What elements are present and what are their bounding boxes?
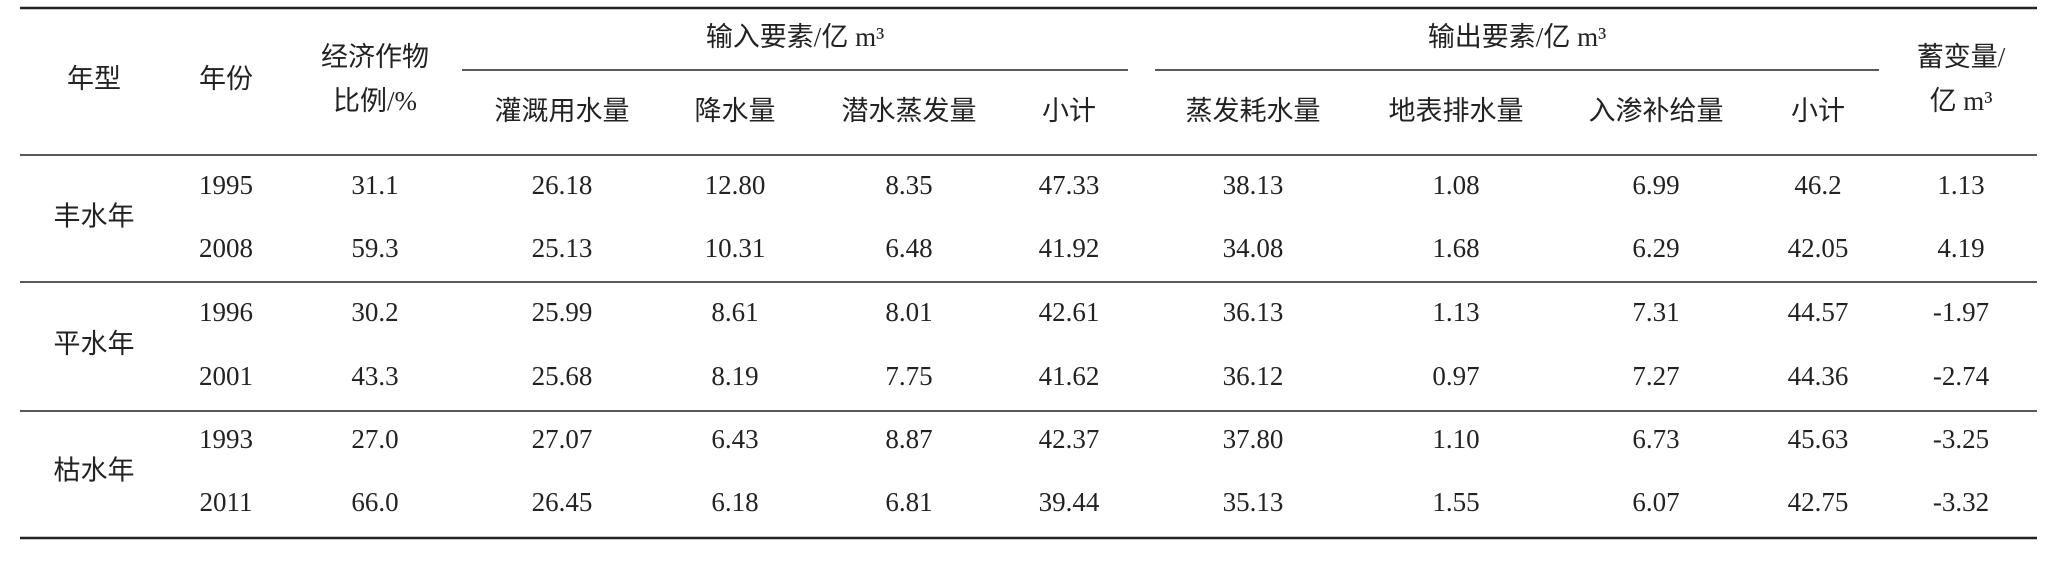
header-cell: 经济作物	[321, 42, 429, 72]
cell: 46.2	[1794, 170, 1841, 200]
cell: 25.13	[532, 233, 593, 263]
header-cell: 年份	[199, 64, 253, 94]
cell: 8.61	[711, 297, 758, 327]
cell: 7.75	[885, 361, 932, 391]
header-cell: 蒸发耗水量	[1186, 96, 1321, 126]
header-cell: 降水量	[695, 96, 776, 126]
cell: 10.31	[705, 233, 766, 263]
cell: 1.10	[1432, 424, 1479, 454]
cell: 47.33	[1039, 170, 1100, 200]
cell: 26.18	[532, 170, 593, 200]
cell: -3.32	[1933, 487, 1989, 517]
cell: 27.0	[351, 424, 398, 454]
cell: 4.19	[1937, 233, 1984, 263]
cell: 12.80	[705, 170, 766, 200]
cell: 42.05	[1788, 233, 1849, 263]
cell: 38.13	[1223, 170, 1284, 200]
cell: 36.12	[1223, 361, 1284, 391]
header-cell: 亿 m³	[1930, 86, 1993, 116]
cell: 6.29	[1632, 233, 1679, 263]
cell: 8.35	[885, 170, 932, 200]
cell: 37.80	[1223, 424, 1284, 454]
cell: 25.99	[532, 297, 593, 327]
header-cell: 地表排水量	[1389, 96, 1524, 126]
cell: 39.44	[1039, 487, 1100, 517]
cell: 59.3	[351, 233, 398, 263]
cell: 34.08	[1223, 233, 1284, 263]
row-group-label: 丰水年	[54, 202, 135, 232]
cell: 0.97	[1432, 361, 1479, 391]
group-header: 输出要素/亿 m³	[1428, 22, 1606, 52]
header-cell: 入渗补给量	[1589, 96, 1724, 126]
cell: -3.25	[1933, 424, 1989, 454]
cell: 6.07	[1632, 487, 1679, 517]
cell: 7.27	[1632, 361, 1679, 391]
cell: 2011	[200, 487, 253, 517]
header-cell: 灌溉用水量	[495, 96, 630, 126]
row-group-label: 枯水年	[54, 456, 135, 486]
cell: 35.13	[1223, 487, 1284, 517]
cell: 1993	[199, 424, 253, 454]
cell: 6.99	[1632, 170, 1679, 200]
cell: 6.73	[1632, 424, 1679, 454]
cell: 1.13	[1937, 170, 1984, 200]
header-cell: 小计	[1042, 96, 1096, 126]
cell: 1.68	[1432, 233, 1479, 263]
cell: 42.37	[1039, 424, 1100, 454]
cell: 36.13	[1223, 297, 1284, 327]
cell: 1995	[199, 170, 253, 200]
cell: -1.97	[1933, 297, 1989, 327]
cell: 66.0	[351, 487, 398, 517]
cell: 7.31	[1632, 297, 1679, 327]
cell: 44.36	[1788, 361, 1849, 391]
group-header: 输入要素/亿 m³	[706, 22, 884, 52]
cell: 27.07	[532, 424, 593, 454]
row-group-label: 平水年	[54, 329, 135, 359]
cell: 41.92	[1039, 233, 1100, 263]
cell: 30.2	[351, 297, 398, 327]
cell: 44.57	[1788, 297, 1849, 327]
cell: 42.61	[1039, 297, 1100, 327]
cell: 6.43	[711, 424, 758, 454]
cell: 26.45	[532, 487, 593, 517]
cell: 1.08	[1432, 170, 1479, 200]
cell: 42.75	[1788, 487, 1849, 517]
header-cell: 小计	[1791, 96, 1845, 126]
cell: 8.01	[885, 297, 932, 327]
cell: 6.81	[885, 487, 932, 517]
cell: 6.18	[711, 487, 758, 517]
cell: 1.13	[1432, 297, 1479, 327]
cell: 25.68	[532, 361, 593, 391]
header-cell: 比例/%	[333, 86, 417, 116]
header-cell: 年型	[67, 64, 121, 94]
cell: 1.55	[1432, 487, 1479, 517]
cell: 8.19	[711, 361, 758, 391]
header-cell: 潜水蒸发量	[842, 96, 977, 126]
cell: 2001	[199, 361, 253, 391]
header-cell: 蓄变量/	[1917, 42, 2006, 72]
cell: 31.1	[351, 170, 398, 200]
cell: 41.62	[1039, 361, 1100, 391]
cell: 2008	[199, 233, 253, 263]
cell: 43.3	[351, 361, 398, 391]
cell: 6.48	[885, 233, 932, 263]
cell: 8.87	[885, 424, 932, 454]
cell: 1996	[199, 297, 253, 327]
cell: 45.63	[1788, 424, 1849, 454]
cell: -2.74	[1933, 361, 1990, 391]
